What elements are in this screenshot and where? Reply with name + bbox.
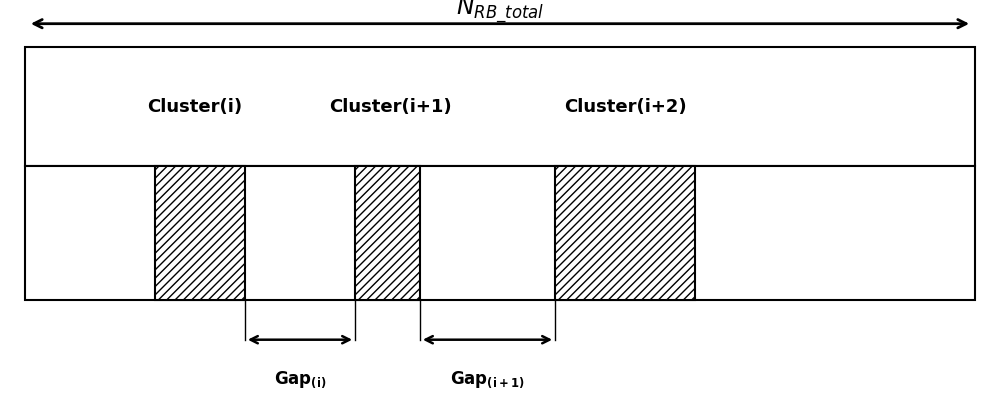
Bar bbox=[355, 166, 420, 300]
Bar bbox=[25, 166, 975, 300]
Bar bbox=[155, 166, 245, 300]
Text: Cluster(i): Cluster(i) bbox=[147, 98, 243, 116]
Bar bbox=[25, 47, 975, 166]
Bar bbox=[555, 166, 695, 300]
Text: Cluster(i+2): Cluster(i+2) bbox=[564, 98, 686, 116]
Text: $\mathbf{Gap_{(i)}}$: $\mathbf{Gap_{(i)}}$ bbox=[274, 369, 326, 389]
Text: $\mathbf{Gap_{(i+1)}}$: $\mathbf{Gap_{(i+1)}}$ bbox=[450, 369, 525, 389]
Text: $N_{RB\_total}$: $N_{RB\_total}$ bbox=[456, 0, 544, 25]
Text: Cluster(i+1): Cluster(i+1) bbox=[329, 98, 451, 116]
